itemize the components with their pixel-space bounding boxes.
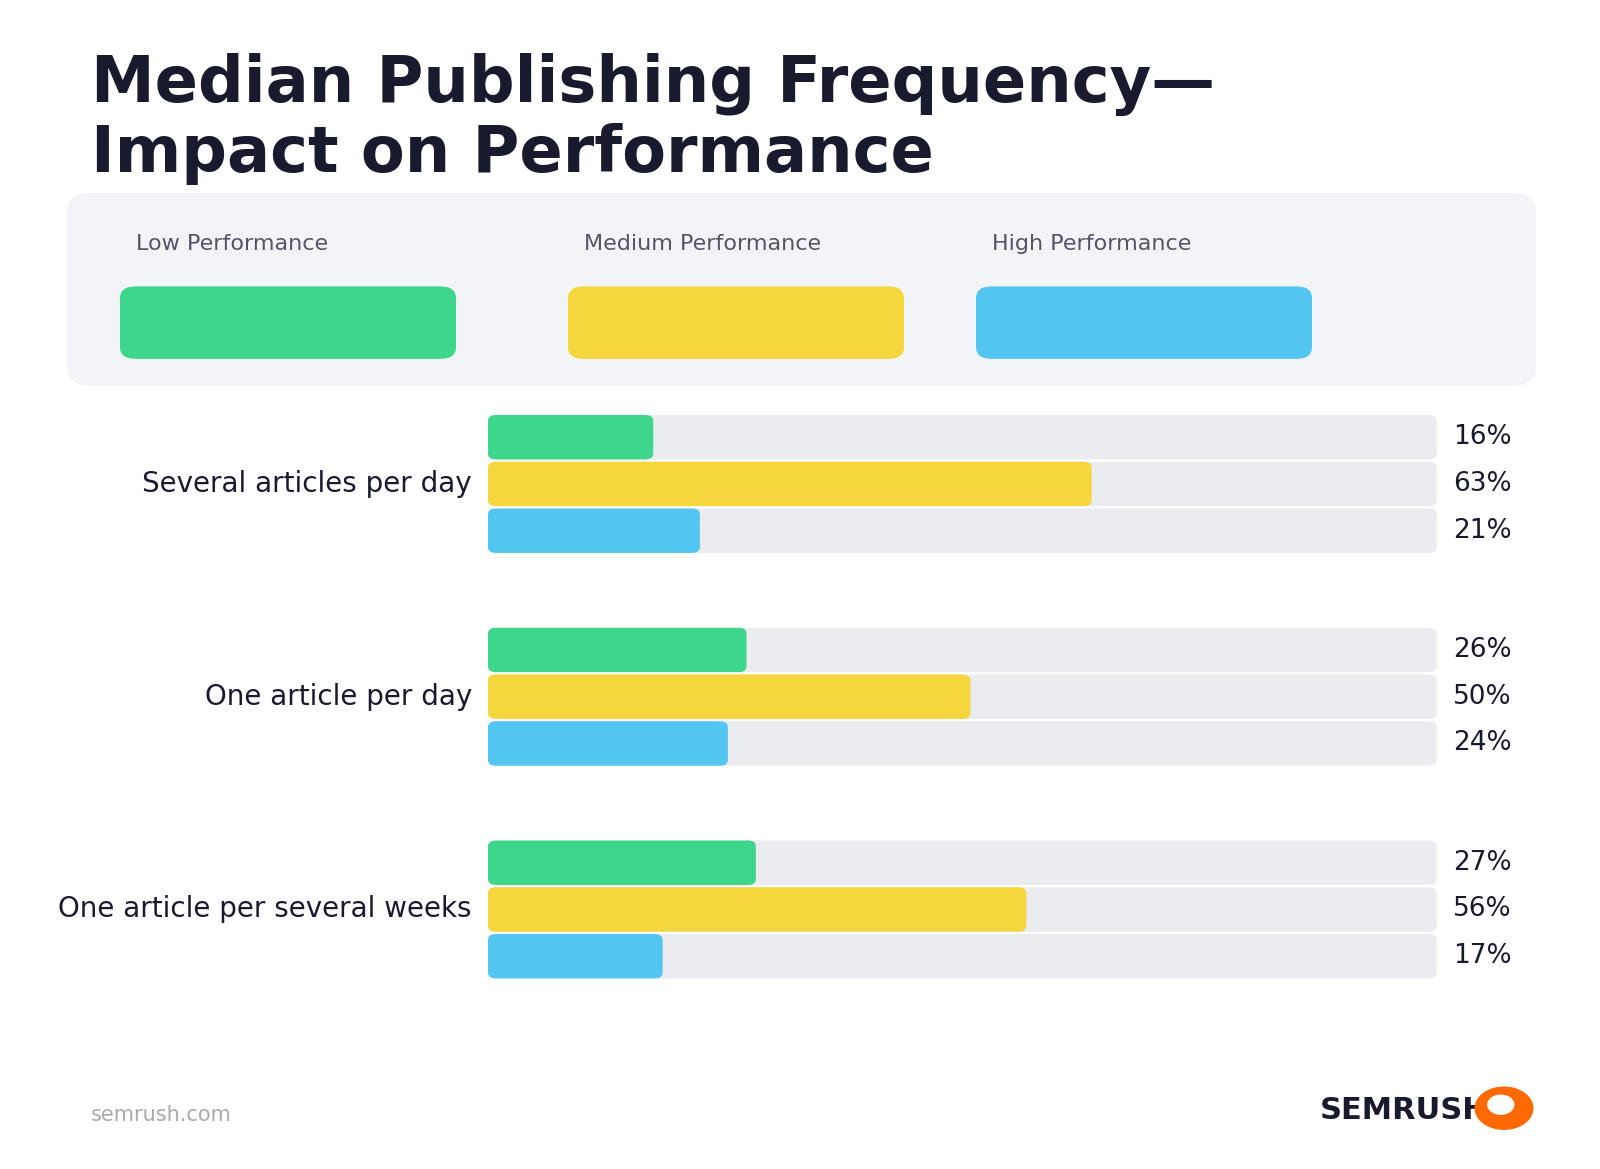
Text: Several articles per day: Several articles per day xyxy=(142,470,472,498)
Text: 24%: 24% xyxy=(1453,731,1512,756)
FancyBboxPatch shape xyxy=(488,721,728,766)
FancyBboxPatch shape xyxy=(976,286,1312,359)
FancyBboxPatch shape xyxy=(488,509,699,553)
Text: 16%: 16% xyxy=(1453,424,1512,450)
Text: One article per day: One article per day xyxy=(205,683,472,711)
FancyBboxPatch shape xyxy=(120,286,456,359)
Text: Median Publishing Frequency—
Impact on Performance: Median Publishing Frequency— Impact on P… xyxy=(91,53,1216,185)
FancyBboxPatch shape xyxy=(488,934,662,978)
FancyBboxPatch shape xyxy=(488,841,755,885)
Text: 26%: 26% xyxy=(1453,637,1512,663)
FancyBboxPatch shape xyxy=(488,675,1437,719)
FancyBboxPatch shape xyxy=(568,286,904,359)
Text: 50%: 50% xyxy=(1453,684,1512,710)
FancyBboxPatch shape xyxy=(488,462,1091,506)
Text: SEMRUSH: SEMRUSH xyxy=(1320,1095,1488,1125)
Text: Medium Performance: Medium Performance xyxy=(584,234,821,254)
Text: One article per several weeks: One article per several weeks xyxy=(59,895,472,924)
Text: 56%: 56% xyxy=(1453,897,1512,922)
FancyBboxPatch shape xyxy=(488,509,1437,553)
Text: 27%: 27% xyxy=(1453,850,1512,876)
Text: semrush.com: semrush.com xyxy=(91,1105,232,1125)
Text: 17%: 17% xyxy=(1453,943,1512,969)
Text: High Performance: High Performance xyxy=(992,234,1192,254)
FancyBboxPatch shape xyxy=(488,415,653,459)
Text: Low Performance: Low Performance xyxy=(136,234,328,254)
FancyBboxPatch shape xyxy=(488,462,1437,506)
FancyBboxPatch shape xyxy=(488,628,1437,672)
Text: 63%: 63% xyxy=(1453,471,1512,497)
FancyBboxPatch shape xyxy=(488,721,1437,766)
FancyBboxPatch shape xyxy=(488,675,970,719)
Circle shape xyxy=(1475,1087,1533,1129)
FancyBboxPatch shape xyxy=(488,841,1437,885)
Text: 21%: 21% xyxy=(1453,518,1512,544)
FancyBboxPatch shape xyxy=(488,628,747,672)
Circle shape xyxy=(1488,1095,1514,1114)
FancyBboxPatch shape xyxy=(488,934,1437,978)
FancyBboxPatch shape xyxy=(67,193,1536,386)
FancyBboxPatch shape xyxy=(488,887,1026,932)
FancyBboxPatch shape xyxy=(488,887,1437,932)
FancyBboxPatch shape xyxy=(488,415,1437,459)
